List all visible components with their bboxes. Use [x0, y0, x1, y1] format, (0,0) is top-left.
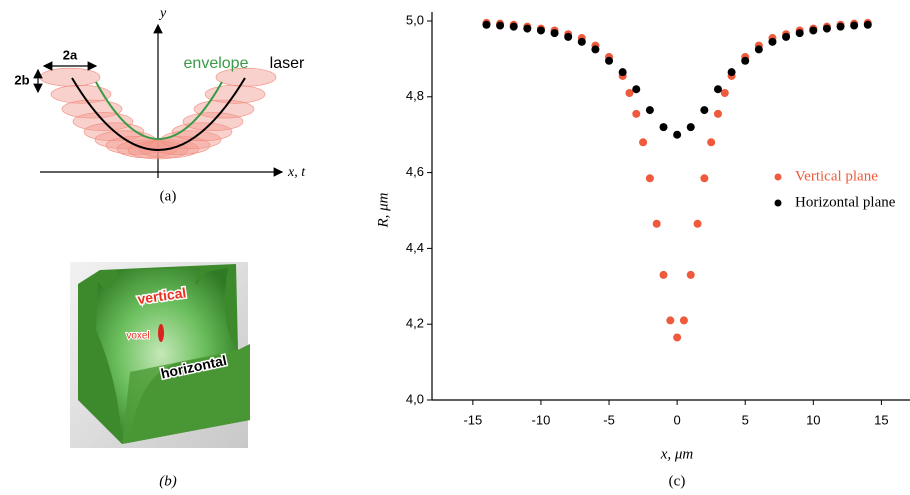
point — [809, 26, 818, 35]
voxel — [158, 324, 164, 342]
point — [496, 21, 505, 30]
point — [795, 29, 804, 38]
point — [741, 56, 750, 65]
x-tick-label: 5 — [742, 412, 749, 427]
point — [768, 37, 777, 46]
x-tick-label: 15 — [874, 412, 888, 427]
point — [836, 22, 845, 31]
x-label: x, t — [287, 165, 306, 180]
point — [652, 219, 661, 228]
caption: (a) — [160, 188, 177, 204]
point — [666, 316, 675, 325]
y-tick-label: 4,0 — [406, 391, 424, 406]
point — [632, 109, 641, 118]
point — [850, 21, 859, 30]
panel-c: x, μm R, μm (c) 4,0 4,2 4,4 4,6 4,8 5,0 -15 -10… — [375, 12, 910, 489]
point — [659, 270, 668, 279]
legend-label: Horizontal plane — [795, 194, 896, 210]
point — [625, 89, 634, 98]
y-label: y — [158, 6, 167, 21]
point — [754, 45, 763, 54]
point — [659, 123, 668, 132]
point — [577, 37, 586, 46]
point — [639, 138, 648, 147]
y-tick-label: 4,8 — [406, 88, 424, 103]
laser-path — [71, 77, 246, 151]
caption: (c) — [669, 473, 686, 489]
point — [822, 24, 831, 33]
point — [482, 20, 491, 29]
legend-marker — [774, 173, 782, 181]
point — [618, 68, 627, 77]
point — [605, 56, 614, 65]
point — [645, 106, 654, 115]
point — [863, 20, 872, 29]
panel-a: y x, t 2a 2b envelope laser (a) — [14, 6, 306, 204]
envelope-curve — [95, 81, 223, 140]
laser-label: laser — [270, 55, 305, 72]
x-tick-label: -10 — [532, 412, 551, 427]
point — [509, 22, 518, 31]
point — [523, 24, 532, 33]
point — [727, 68, 736, 77]
x-axis-title: x, μm — [660, 446, 694, 462]
point — [686, 123, 695, 132]
point — [720, 89, 729, 98]
point — [700, 174, 709, 183]
point — [673, 130, 682, 139]
front-face — [122, 344, 250, 444]
point — [645, 174, 654, 183]
point — [707, 138, 716, 147]
point — [536, 26, 545, 35]
y-tick-label: 4,6 — [406, 164, 424, 179]
point — [632, 85, 641, 94]
point — [686, 270, 695, 279]
point — [700, 106, 709, 115]
laser-pulse — [50, 84, 112, 104]
x-tick-label: 10 — [806, 412, 820, 427]
legend-label: Vertical plane — [795, 168, 878, 184]
envelope-label: envelope — [184, 55, 249, 72]
x-tick-label: -15 — [463, 412, 482, 427]
width-label: 2a — [63, 47, 78, 62]
panel-b: vertical voxel horizontal (b) — [70, 262, 250, 489]
voxel-label: voxel — [126, 331, 149, 342]
point — [591, 45, 600, 54]
point — [782, 32, 791, 41]
point — [550, 29, 559, 38]
y-tick-label: 4,2 — [406, 316, 424, 331]
x-tick-label: 0 — [674, 412, 681, 427]
y-tick-label: 5,0 — [406, 12, 424, 27]
laser-pulse — [39, 67, 101, 87]
point — [713, 85, 722, 94]
point — [673, 333, 682, 342]
caption: (b) — [159, 473, 177, 489]
point — [713, 109, 722, 118]
height-label: 2b — [14, 72, 29, 87]
point — [679, 316, 688, 325]
y-tick-label: 4,4 — [406, 240, 424, 255]
laser-pulse — [215, 67, 277, 87]
y-axis-title: R, μm — [375, 192, 391, 228]
x-tick-label: -5 — [603, 412, 615, 427]
legend-marker — [774, 199, 782, 207]
point — [693, 219, 702, 228]
point — [564, 32, 573, 41]
